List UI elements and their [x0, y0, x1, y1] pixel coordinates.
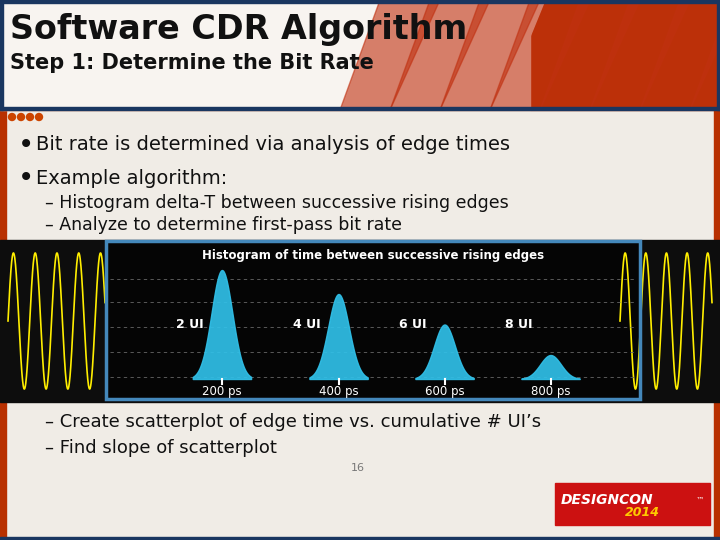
Text: DESIGNCON: DESIGNCON — [561, 493, 654, 507]
Text: 400 ps: 400 ps — [319, 384, 359, 397]
Bar — [0, 0, 530, 110]
Text: – Analyze to determine first-pass bit rate: – Analyze to determine first-pass bit ra… — [45, 216, 402, 234]
Bar — [0, 110, 6, 540]
Bar — [555, 483, 710, 525]
Bar — [714, 110, 720, 540]
Circle shape — [9, 113, 16, 120]
Polygon shape — [0, 0, 545, 110]
Text: Step 1: Determine the Bit Rate: Step 1: Determine the Bit Rate — [10, 53, 374, 73]
Text: 2014: 2014 — [625, 507, 660, 519]
Bar — [717, 0, 720, 110]
Text: – Histogram delta-T between successive rising edges: – Histogram delta-T between successive r… — [45, 194, 509, 212]
Text: 16: 16 — [351, 463, 365, 473]
Bar — [0, 0, 720, 3]
Polygon shape — [340, 0, 440, 110]
Text: •: • — [18, 164, 35, 192]
Text: Histogram of time between successive rising edges: Histogram of time between successive ris… — [202, 248, 544, 261]
Text: •: • — [18, 131, 35, 159]
Text: Bit rate is determined via analysis of edge times: Bit rate is determined via analysis of e… — [36, 136, 510, 154]
Polygon shape — [640, 0, 720, 110]
Text: Example algorithm:: Example algorithm: — [36, 168, 228, 187]
Polygon shape — [690, 0, 720, 110]
Text: 4 UI: 4 UI — [293, 318, 320, 330]
Circle shape — [27, 113, 34, 120]
Text: – Create scatterplot of edge time vs. cumulative # UI’s: – Create scatterplot of edge time vs. cu… — [45, 413, 541, 431]
Bar — [0, 0, 3, 110]
Bar — [106, 241, 640, 399]
Bar — [108, 243, 638, 397]
Circle shape — [17, 113, 24, 120]
Circle shape — [35, 113, 42, 120]
Text: ™: ™ — [696, 496, 704, 504]
Text: 600 ps: 600 ps — [425, 384, 464, 397]
Text: 800 ps: 800 ps — [531, 384, 570, 397]
Polygon shape — [590, 0, 690, 110]
Polygon shape — [390, 0, 490, 110]
Text: – Find slope of scatterplot: – Find slope of scatterplot — [45, 439, 277, 457]
Text: 2 UI: 2 UI — [176, 318, 204, 330]
Polygon shape — [490, 0, 590, 110]
Text: Software CDR Algorithm: Software CDR Algorithm — [10, 14, 467, 46]
Text: 8 UI: 8 UI — [505, 318, 533, 330]
Text: 6 UI: 6 UI — [399, 318, 426, 330]
Bar — [0, 240, 720, 402]
Text: 200 ps: 200 ps — [202, 384, 242, 397]
Bar — [0, 107, 720, 110]
Bar — [0, 537, 720, 540]
Polygon shape — [440, 0, 540, 110]
Bar — [0, 0, 720, 110]
Polygon shape — [540, 0, 640, 110]
